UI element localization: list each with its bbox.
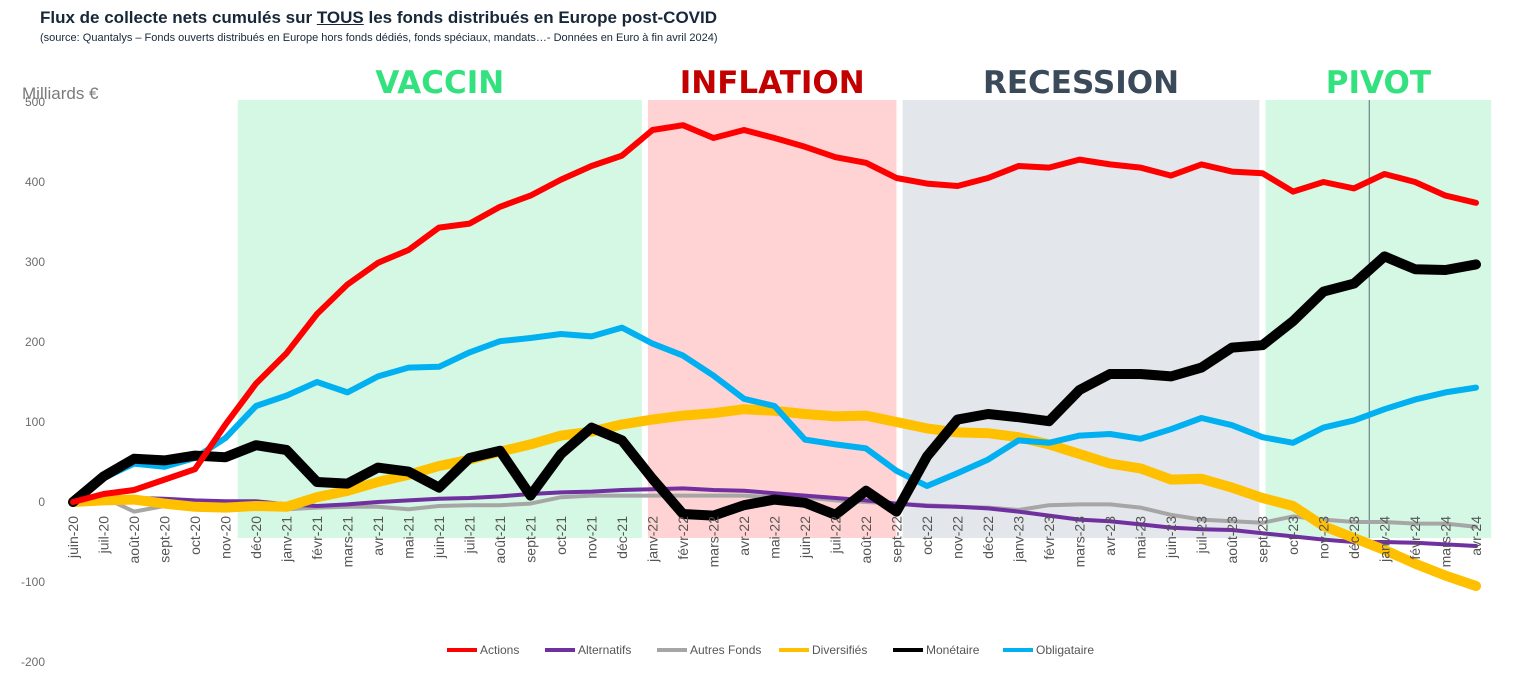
y-tick-label: 100 [25, 415, 45, 429]
x-tick-label: août-22 [858, 516, 874, 564]
x-tick-label: mars-24 [1438, 516, 1454, 568]
x-tick-label: déc-23 [1346, 516, 1362, 559]
x-tick-label: oct-21 [553, 516, 569, 555]
x-tick-label: janv-22 [645, 516, 661, 563]
period-band-pivot [1265, 100, 1492, 538]
legend-label-actions: Actions [480, 643, 519, 657]
x-tick-label: oct-22 [919, 516, 935, 555]
period-band-recession [902, 100, 1260, 538]
x-tick-label: juin-21 [431, 516, 447, 559]
x-tick-label: sept-23 [1255, 516, 1271, 563]
x-tick-label: juil-22 [828, 516, 844, 555]
x-tick-label: févr-22 [675, 516, 691, 560]
legend-label-diversifies: Diversifiés [812, 643, 867, 657]
legend-label-obligataire: Obligataire [1036, 643, 1094, 657]
title-part-2: les fonds distribués en Europe post-COVI… [363, 8, 718, 27]
period-label-pivot: PIVOT [1326, 65, 1431, 101]
y-tick-label: 400 [25, 175, 45, 189]
period-label-vaccin: VACCIN [375, 65, 504, 101]
x-tick-label: oct-23 [1285, 516, 1301, 555]
x-tick-label: déc-22 [980, 516, 996, 559]
chart-title: Flux de collecte nets cumulés sur TOUS l… [40, 8, 717, 28]
x-tick-label: févr-21 [309, 516, 325, 560]
y-tick-label: 300 [25, 255, 45, 269]
period-label-inflation: INFLATION [680, 65, 865, 101]
x-tick-label: mars-23 [1072, 516, 1088, 568]
x-tick-label: sept-21 [523, 516, 539, 563]
x-tick-label: janv-23 [1011, 516, 1027, 563]
x-tick-label: août-23 [1224, 516, 1240, 564]
x-tick-label: avr-21 [370, 516, 386, 556]
title-part-1: Flux de collecte nets cumulés sur [40, 8, 317, 27]
x-tick-label: avr-22 [736, 516, 752, 556]
x-tick-label: août-21 [492, 516, 508, 564]
y-tick-label: 500 [25, 95, 45, 109]
series-line-obligataire [70, 324, 1479, 505]
series-line-actions [70, 122, 1479, 505]
x-tick-label: août-20 [126, 516, 142, 564]
y-tick-label: -100 [21, 575, 45, 589]
x-tick-label: nov-23 [1316, 516, 1332, 559]
x-tick-label: juin-20 [65, 516, 81, 559]
x-tick-label: févr-23 [1041, 516, 1057, 560]
x-tick-label: janv-24 [1377, 516, 1393, 563]
x-tick-label: janv-21 [279, 516, 295, 563]
x-tick-label: oct-20 [187, 516, 203, 555]
period-label-recession: RECESSION [983, 65, 1179, 101]
x-tick-label: déc-20 [248, 516, 264, 559]
x-tick-label: déc-21 [614, 516, 630, 559]
period-band-inflation [647, 100, 897, 538]
x-tick-label: nov-21 [584, 516, 600, 559]
x-axis-ticks: juin-20 juil-20 août-20 sept-20 oct-20 nov-20… [65, 516, 1484, 568]
y-tick-label: 0 [38, 495, 45, 509]
y-axis-label: Milliards € [22, 84, 99, 103]
series-line-diversifies [68, 404, 1481, 591]
y-tick-label: -200 [21, 655, 45, 669]
y-tick-label: 200 [25, 335, 45, 349]
x-tick-label: sept-20 [157, 516, 173, 563]
x-tick-label: nov-20 [218, 516, 234, 559]
x-tick-label: avr-24 [1468, 516, 1484, 556]
legend-label-autres-fonds: Autres Fonds [690, 643, 761, 657]
legend-label-monetaire: Monétaire [926, 643, 980, 657]
chart-subtitle: (source: Quantalys – Fonds ouverts distr… [40, 32, 718, 44]
legend: Actions Alternatifs Autres Fonds Diversifié… [447, 643, 1094, 657]
x-tick-label: sept-22 [889, 516, 905, 563]
x-tick-label: juin-22 [797, 516, 813, 559]
x-tick-label: févr-24 [1407, 516, 1423, 560]
x-tick-label: mai-21 [401, 516, 417, 559]
series-line-monetaire [68, 251, 1481, 521]
period-band-vaccin [237, 100, 642, 538]
legend-label-alternatifs: Alternatifs [578, 643, 631, 657]
x-tick-label: avr-23 [1102, 516, 1118, 556]
x-tick-label: juin-23 [1163, 516, 1179, 559]
x-tick-label: juil-21 [462, 516, 478, 555]
x-tick-label: juil-20 [96, 516, 112, 555]
x-tick-label: juil-23 [1194, 516, 1210, 555]
x-tick-label: mai-23 [1133, 516, 1149, 559]
x-tick-label: mars-22 [706, 516, 722, 568]
title-emphasis: TOUS [316, 8, 364, 27]
x-tick-label: mai-22 [767, 516, 783, 559]
y-axis-ticks: 500 400 300 200 100 0 -100 -200 [21, 95, 45, 669]
series-lines [68, 122, 1481, 591]
x-tick-label: mars-21 [340, 516, 356, 568]
x-tick-label: nov-22 [950, 516, 966, 559]
